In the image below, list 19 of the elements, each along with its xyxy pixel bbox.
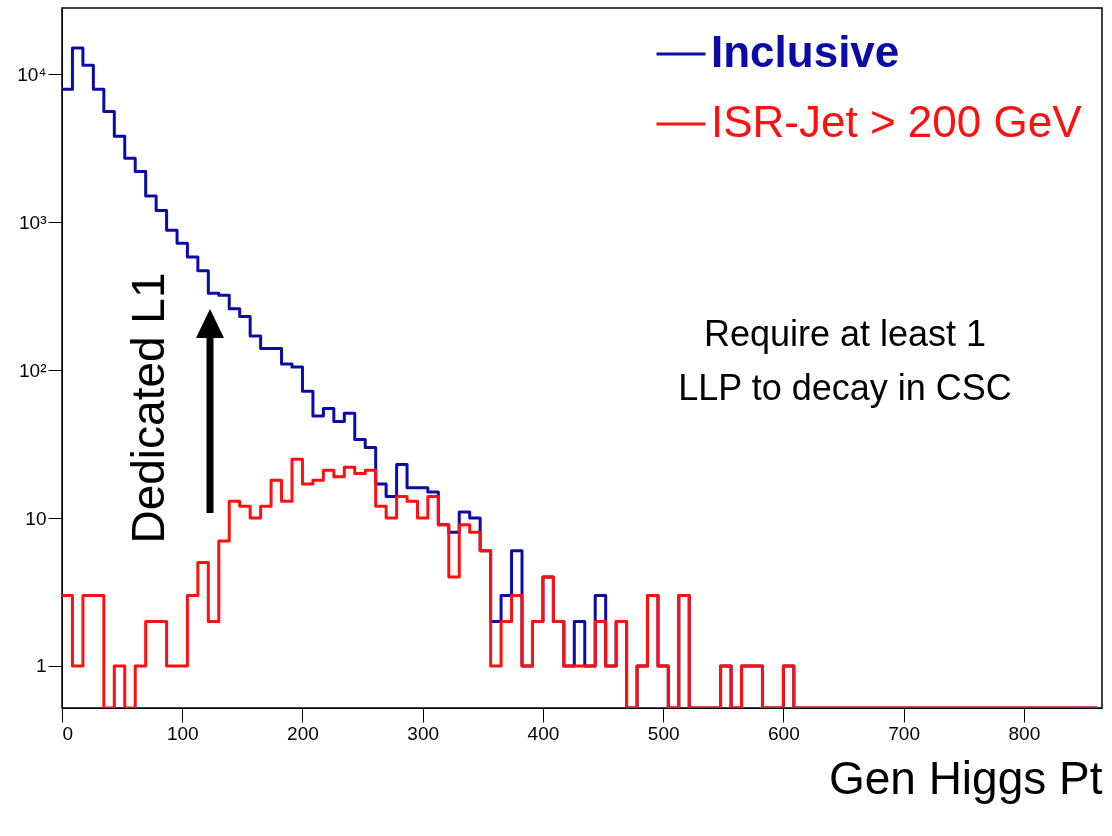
y-tick-label: 10 [25,507,47,529]
x-tick-label: 200 [287,722,319,744]
y-tick-label: 10³ [19,211,47,233]
x-tick-label: 100 [166,722,199,744]
legend-label: ISR-Jet > 200 GeV [711,97,1083,146]
x-tick-label: 0 [62,722,74,744]
x-axis-title: Gen Higgs Pt [828,751,1103,804]
y-tick-label: 1 [35,655,47,677]
annotation: Require at least 1 LLP to decay in CSC [678,313,1012,408]
x-tick-label: 400 [527,722,560,744]
y-tick-label: 10² [19,359,47,381]
x-tick-label: 500 [647,722,680,744]
legend-label: Inclusive [711,27,900,76]
x-tick-label: 600 [768,722,800,744]
annotation: Dedicated L1 [122,272,174,544]
y-tick-label: 10⁴ [17,63,47,85]
x-tick-label: 700 [888,722,920,744]
x-tick-label: 800 [1008,722,1041,744]
x-tick-label: 300 [407,722,440,744]
